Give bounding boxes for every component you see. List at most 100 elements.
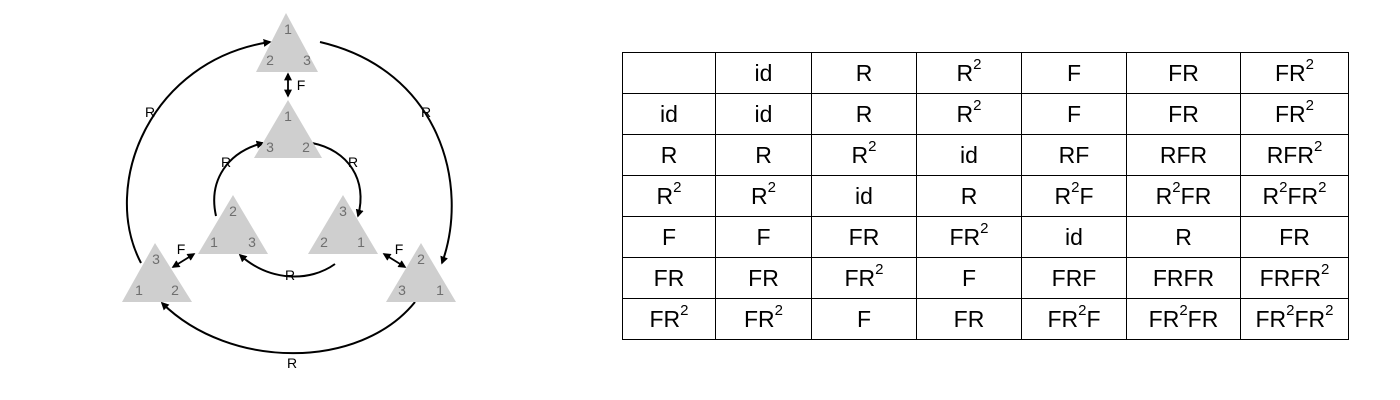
table-cell: FRFR2: [1240, 257, 1349, 299]
row-header-cell: R2: [622, 175, 716, 217]
rotation-label: R: [285, 267, 295, 283]
header-cell: FR: [1126, 52, 1241, 94]
vertex-label: 2: [266, 52, 274, 68]
vertex-label: 2: [302, 139, 310, 155]
table-cell: id: [1021, 216, 1127, 258]
vertex-label: 1: [436, 282, 444, 298]
flip-label: F: [177, 241, 186, 257]
table-cell: FR: [1240, 216, 1349, 258]
table-cell: R2: [715, 175, 812, 217]
vertex-label: 1: [135, 282, 143, 298]
vertex-label: 3: [398, 282, 406, 298]
rotation-label: R: [348, 154, 358, 170]
table-row: FR2 FR2 F FR FR2F FR2FR FR2FR2: [622, 298, 1349, 340]
vertex-label: 1: [357, 234, 365, 250]
triangle-mid-right: [308, 195, 378, 254]
row-header-cell: FR2: [622, 298, 716, 340]
table-cell: RFR2: [1240, 134, 1349, 176]
table-cell: FR: [715, 257, 812, 299]
table-cell: R: [1126, 216, 1241, 258]
table-cell: id: [916, 134, 1022, 176]
table-row: R2 R2 id R R2F R2FR R2FR2: [622, 175, 1349, 217]
table-cell: FRF: [1021, 257, 1127, 299]
triangle-top-outer: [256, 13, 318, 72]
header-cell: id: [715, 52, 812, 94]
triangle-bottom-right: [386, 243, 456, 302]
header-cell: R: [811, 52, 917, 94]
vertex-label: 2: [417, 251, 425, 267]
table-cell: F: [715, 216, 812, 258]
table-cell: FR2FR2: [1240, 298, 1349, 340]
inner-arc-bottom: [238, 253, 336, 278]
table-row: F F FR FR2 id R FR: [622, 216, 1349, 258]
table-cell: R2F: [1021, 175, 1127, 217]
vertex-label: 3: [152, 251, 160, 267]
rotation-label: R: [145, 104, 155, 120]
table-cell: id: [811, 175, 917, 217]
triangle-bottom-left: [122, 243, 192, 302]
vertex-label: 1: [210, 234, 218, 250]
table-cell: FR2: [916, 216, 1022, 258]
header-cell: F: [1021, 52, 1127, 94]
rotation-label: R: [421, 104, 431, 120]
inner-arc-left: [213, 140, 265, 217]
flip-label: F: [297, 77, 306, 93]
triangle-top-inner: [254, 100, 322, 158]
row-header-cell: id: [622, 93, 716, 135]
table-row: R R R2 id RF RFR RFR2: [622, 134, 1349, 176]
table-cell: R: [811, 93, 917, 135]
table-cell: F: [1021, 93, 1127, 135]
header-cell: R2: [916, 52, 1022, 94]
table-cell: R2: [811, 134, 917, 176]
table-cell: R2FR2: [1240, 175, 1349, 217]
outer-arc-right: [319, 41, 453, 265]
vertex-label: 3: [339, 203, 347, 219]
symmetry-diagram: 1 2 3 1 3 2 2 1 3 3 2 1 3 1 2 2 3 1 R R …: [122, 13, 456, 371]
table-row: id id R R2 F FR FR2: [622, 93, 1349, 135]
table-cell: FR2: [1240, 93, 1349, 135]
outer-arc-left: [126, 39, 272, 264]
table-cell: FR: [1126, 93, 1241, 135]
row-header-cell: F: [622, 216, 716, 258]
vertex-label: 3: [248, 234, 256, 250]
table-cell: FR: [916, 298, 1022, 340]
vertex-label: 3: [266, 139, 274, 155]
vertex-label: 1: [284, 21, 292, 37]
table-cell: R: [916, 175, 1022, 217]
table-cell: FR2: [811, 257, 917, 299]
flip-arrow-left: [171, 253, 196, 268]
triangle-mid-left: [198, 195, 268, 254]
table-cell: FR2: [715, 298, 812, 340]
table-cell: RF: [1021, 134, 1127, 176]
table-cell: F: [916, 257, 1022, 299]
vertex-label: 3: [303, 52, 311, 68]
table-row: FR FR FR2 F FRF FRFR FRFR2: [622, 257, 1349, 299]
rotation-label: R: [287, 355, 297, 371]
table-cell: F: [811, 298, 917, 340]
row-header-cell: FR: [622, 257, 716, 299]
table-cell: R: [715, 134, 812, 176]
table-cell: R2: [916, 93, 1022, 135]
vertex-label: 2: [229, 203, 237, 219]
table-cell: FR: [811, 216, 917, 258]
cayley-table-body: id R R2 F FR FR2 id id R R2 F FR FR2 R R R2 id RF RFR RFR2 R…: [622, 52, 1349, 340]
vertex-label: 1: [284, 108, 292, 124]
inner-arc-right: [311, 142, 364, 218]
vertex-label: 2: [320, 234, 328, 250]
outer-arc-bottom: [160, 301, 416, 355]
vertex-label: 2: [171, 282, 179, 298]
table-cell: RFR: [1126, 134, 1241, 176]
table-header-row: id R R2 F FR FR2: [622, 52, 1349, 94]
table-cell: R2FR: [1126, 175, 1241, 217]
header-cell: [622, 52, 716, 94]
table-cell: FRFR: [1126, 257, 1241, 299]
row-header-cell: R: [622, 134, 716, 176]
flip-label: F: [395, 241, 404, 257]
cayley-table: id R R2 F FR FR2 id id R R2 F FR FR2 R R R2 id RF RFR RFR2 R…: [622, 52, 1349, 340]
flip-arrow-right: [382, 253, 407, 268]
header-cell: FR2: [1240, 52, 1349, 94]
table-cell: FR2F: [1021, 298, 1127, 340]
rotation-label: R: [221, 154, 231, 170]
table-cell: id: [715, 93, 812, 135]
table-cell: FR2FR: [1126, 298, 1241, 340]
